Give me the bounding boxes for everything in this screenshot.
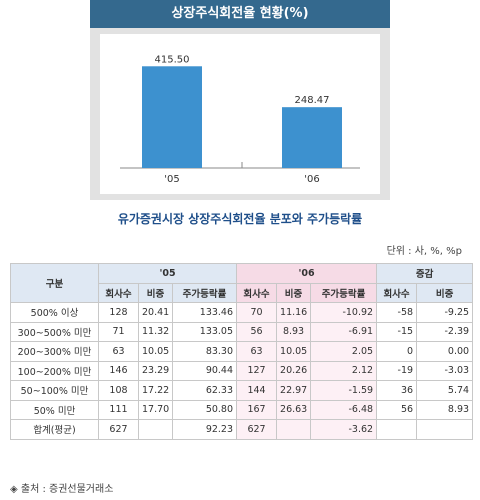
cell-share-05: 20.41 bbox=[138, 302, 173, 323]
cell-share-06: 26.63 bbox=[276, 399, 312, 420]
row-label: 합계(평균) bbox=[10, 419, 99, 440]
cell-price-06: 2.12 bbox=[310, 360, 378, 381]
cell-companies-05: 71 bbox=[98, 321, 139, 342]
header-price-06: 주가등락률 bbox=[310, 282, 378, 303]
source-note: ◈ 출처 : 증권선물거래소 bbox=[10, 484, 114, 495]
row-label: 300~500% 미만 bbox=[10, 321, 99, 342]
cell-companies-06: 56 bbox=[236, 321, 278, 342]
cell-price-06: -6.91 bbox=[310, 321, 378, 342]
cell-companies-change: -58 bbox=[376, 302, 418, 323]
cell-companies-change: 0 bbox=[376, 341, 418, 362]
x-tick-label-1: '06 bbox=[304, 174, 319, 185]
cell-share-change bbox=[416, 419, 474, 440]
header-change: 증감 bbox=[376, 263, 474, 284]
cell-companies-change bbox=[376, 419, 418, 440]
table-row: 합계(평균) 627 92.23 627 -3.62 bbox=[10, 419, 474, 440]
header-group: 구분 bbox=[10, 263, 99, 303]
table-row: 50~100% 미만 108 17.22 62.33 144 22.97 -1.59 36 5.… bbox=[10, 380, 474, 401]
cell-price-05: 92.23 bbox=[171, 419, 238, 440]
row-label: 50~100% 미만 bbox=[10, 380, 99, 401]
table-title: 유가증권시장 상장주식회전율 분포와 주가등락률 bbox=[117, 212, 363, 226]
cell-share-05 bbox=[138, 419, 173, 440]
cell-share-05: 11.32 bbox=[138, 321, 173, 342]
cell-companies-05: 627 bbox=[98, 419, 139, 440]
cell-share-06: 20.26 bbox=[276, 360, 312, 381]
table-row: 100~200% 미만 146 23.29 90.44 127 20.26 2.12 -19-… bbox=[10, 360, 474, 381]
table-row: 500% 이상 128 20.41 133.46 70 11.16 -10.92 -58 -9.… bbox=[10, 302, 474, 323]
cell-share-change: 0.00 bbox=[416, 341, 474, 362]
cell-companies-change: -19 bbox=[376, 360, 418, 381]
cell-share-change: 8.93 bbox=[416, 399, 474, 420]
chart-panel: 상장주식회전율 현황(%) 415.50 '05 248.47 '06 bbox=[90, 0, 390, 200]
cell-companies-06: 70 bbox=[236, 302, 278, 323]
cell-share-05: 23.29 bbox=[138, 360, 173, 381]
cell-price-05: 90.44 bbox=[171, 360, 238, 381]
cell-price-05: 50.80 bbox=[171, 399, 238, 420]
cell-price-06: -10.92 bbox=[310, 302, 378, 323]
cell-share-06: 10.05 bbox=[276, 341, 312, 362]
x-tick-label-0: '05 bbox=[164, 174, 179, 185]
cell-companies-06: 144 bbox=[236, 380, 278, 401]
cell-companies-change: 56 bbox=[376, 399, 418, 420]
cell-companies-06: 167 bbox=[236, 399, 278, 420]
cell-share-change: 5.74 bbox=[416, 380, 474, 401]
cell-share-05: 10.05 bbox=[138, 341, 173, 362]
cell-companies-06: 63 bbox=[236, 341, 278, 362]
cell-price-06: -3.62 bbox=[310, 419, 378, 440]
header-companies-06: 회사수 bbox=[236, 282, 278, 303]
cell-price-06: 2.05 bbox=[310, 341, 378, 362]
cell-share-change: -9.25 bbox=[416, 302, 474, 323]
cell-share-06 bbox=[276, 419, 312, 440]
table-row: 300~500% 미만 71 11.32 133.05 56 8.93 -6.91 -15 -2… bbox=[10, 321, 474, 342]
table-row: 50% 미만 111 17.70 50.80 167 26.63 -6.48 56 8.93 bbox=[10, 399, 474, 420]
row-label: 50% 미만 bbox=[10, 399, 99, 420]
table-row: 200~300% 미만 63 10.05 83.30 63 10.05 2.05 0 0.00 bbox=[10, 341, 474, 362]
header-year-05: '05 bbox=[97, 263, 238, 284]
row-label: 500% 이상 bbox=[10, 302, 99, 323]
cell-companies-06: 627 bbox=[236, 419, 278, 440]
cell-share-change: -2.39 bbox=[416, 321, 474, 342]
row-label: 100~200% 미만 bbox=[10, 360, 99, 381]
bar-value-label-1: 248.47 bbox=[295, 95, 330, 106]
header-share-change: 비중 bbox=[416, 282, 474, 303]
cell-share-05: 17.70 bbox=[138, 399, 173, 420]
header-price-05: 주가등락률 bbox=[171, 282, 238, 303]
bar-1 bbox=[282, 107, 342, 168]
cell-share-05: 17.22 bbox=[138, 380, 173, 401]
turnover-table: 구분 '05 '06 증감 회사수 비중 주가등락률 회사수 비중 주가등락률 … bbox=[10, 263, 474, 440]
cell-companies-06: 127 bbox=[236, 360, 278, 381]
cell-companies-change: 36 bbox=[376, 380, 418, 401]
cell-share-06: 8.93 bbox=[276, 321, 312, 342]
cell-share-06: 11.16 bbox=[276, 302, 312, 323]
unit-label: 단위 : 사, %, %p bbox=[386, 246, 462, 257]
cell-companies-change: -15 bbox=[376, 321, 418, 342]
cell-price-06: -1.59 bbox=[310, 380, 378, 401]
chart-title: 상장주식회전율 현황(%) bbox=[90, 0, 390, 28]
bar-value-label-0: 415.50 bbox=[155, 54, 190, 65]
cell-share-06: 22.97 bbox=[276, 380, 312, 401]
bar-chart: 415.50 '05 248.47 '06 bbox=[120, 54, 360, 185]
header-share-06: 비중 bbox=[276, 282, 312, 303]
cell-companies-05: 111 bbox=[98, 399, 139, 420]
bar-0 bbox=[142, 66, 202, 168]
cell-companies-05: 108 bbox=[98, 380, 139, 401]
cell-share-change: -3.03 bbox=[416, 360, 474, 381]
cell-price-05: 62.33 bbox=[171, 380, 238, 401]
cell-price-05: 133.46 bbox=[171, 302, 238, 323]
cell-companies-05: 146 bbox=[98, 360, 139, 381]
row-label: 200~300% 미만 bbox=[10, 341, 99, 362]
header-companies-05: 회사수 bbox=[98, 282, 139, 303]
cell-price-06: -6.48 bbox=[310, 399, 378, 420]
cell-price-05: 83.30 bbox=[171, 341, 238, 362]
chart-plot-area: 415.50 '05 248.47 '06 bbox=[100, 34, 380, 194]
cell-companies-05: 63 bbox=[98, 341, 139, 362]
header-share-05: 비중 bbox=[138, 282, 173, 303]
cell-price-05: 133.05 bbox=[171, 321, 238, 342]
cell-companies-05: 128 bbox=[98, 302, 139, 323]
header-year-06: '06 bbox=[236, 263, 378, 284]
header-companies-change: 회사수 bbox=[376, 282, 418, 303]
